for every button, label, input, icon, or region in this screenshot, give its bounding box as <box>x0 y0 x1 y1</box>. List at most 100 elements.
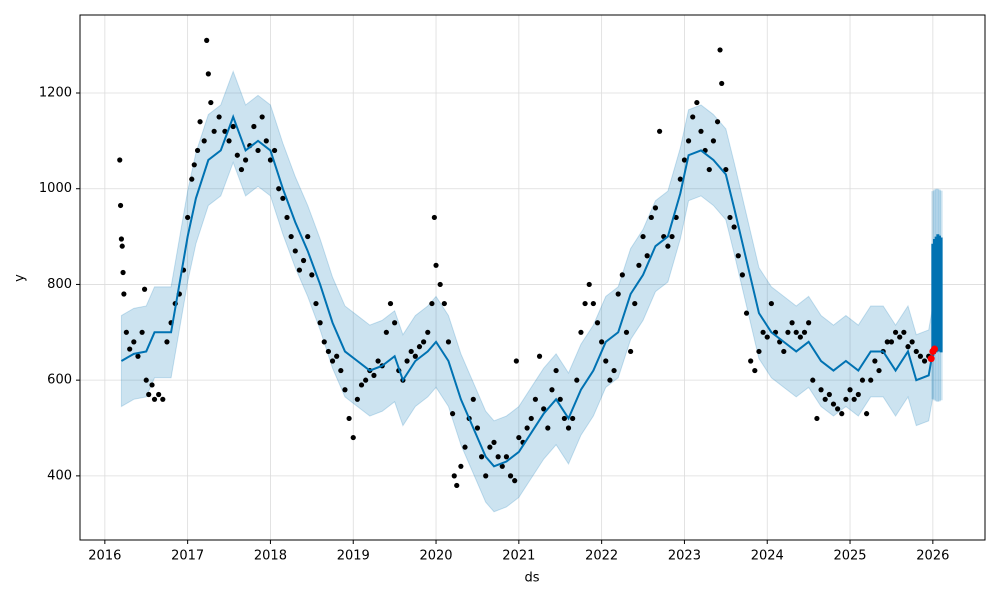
observed-point <box>594 320 601 326</box>
observed-point <box>648 214 654 221</box>
observed-point <box>160 396 166 402</box>
observed-point <box>276 186 282 192</box>
observed-point <box>296 267 303 273</box>
observed-point <box>404 358 410 364</box>
observed-point <box>350 434 356 441</box>
observed-point <box>814 415 820 422</box>
observed-point <box>590 300 596 307</box>
observed-point <box>561 415 567 422</box>
observed-point <box>135 353 141 359</box>
observed-point <box>458 463 464 469</box>
observed-point <box>408 348 414 355</box>
observed-point <box>118 236 124 242</box>
observed-point <box>513 358 519 364</box>
observed-point <box>835 406 841 412</box>
observed-point <box>607 377 613 383</box>
observed-point <box>681 157 688 163</box>
observed-point <box>541 406 547 412</box>
x-tick-label: 2018 <box>254 549 287 564</box>
observed-point <box>208 99 214 106</box>
uncertainty-band <box>120 70 934 513</box>
observed-point <box>723 166 729 173</box>
observed-point <box>146 391 152 398</box>
observed-point <box>392 320 398 326</box>
observed-point <box>454 482 460 489</box>
observed-point <box>801 329 808 335</box>
observed-point <box>346 415 352 422</box>
observed-point <box>669 233 675 240</box>
observed-point <box>901 329 907 335</box>
observed-point <box>921 358 928 364</box>
observed-point <box>905 344 911 350</box>
x-tick-label: 2020 <box>419 549 452 564</box>
observed-point <box>574 377 580 383</box>
observed-point <box>830 401 837 407</box>
observed-point <box>536 353 543 359</box>
observed-point <box>727 214 733 221</box>
forecast-line <box>120 114 934 468</box>
observed-point <box>677 176 683 182</box>
observed-point <box>516 434 522 441</box>
observed-point <box>719 80 725 87</box>
recent-point <box>930 345 938 353</box>
observed-point <box>706 166 712 173</box>
observed-point <box>143 377 149 383</box>
y-tick-label: 600 <box>47 373 72 388</box>
observed-point <box>197 119 203 125</box>
observed-point <box>528 415 534 422</box>
observed-point <box>470 396 476 402</box>
x-tick-label: 2016 <box>88 549 121 564</box>
observed-point <box>433 262 439 268</box>
observed-point <box>255 147 261 154</box>
observed-point <box>698 128 704 134</box>
observed-point <box>628 348 634 355</box>
observed-point <box>884 339 890 345</box>
observed-point <box>329 358 336 364</box>
plot-frame <box>79 14 986 541</box>
observed-point <box>863 411 870 417</box>
observed-point <box>234 152 240 158</box>
observed-point <box>483 473 489 479</box>
observed-point <box>139 329 145 335</box>
observed-point <box>478 454 485 460</box>
observed-point <box>271 147 278 154</box>
observed-point <box>242 157 249 163</box>
observed-point <box>810 377 816 383</box>
observed-point <box>201 138 207 144</box>
y-axis-label: y <box>13 274 28 282</box>
observed-point <box>325 348 331 355</box>
observed-point <box>305 233 311 240</box>
observed-point <box>851 396 857 402</box>
observed-point <box>570 415 576 422</box>
observed-point <box>717 47 723 53</box>
observed-point <box>429 300 435 307</box>
observed-point <box>375 358 381 364</box>
x-tick-label: 2017 <box>171 549 204 564</box>
observed-point <box>321 339 327 345</box>
observed-point <box>843 396 849 402</box>
observed-point <box>855 391 861 398</box>
observed-point <box>640 233 646 240</box>
x-tick-label: 2024 <box>751 549 784 564</box>
y-tick-label: 400 <box>47 468 72 483</box>
observed-point <box>694 99 700 106</box>
observed-point <box>383 329 389 335</box>
observed-point <box>623 329 630 335</box>
observed-point <box>652 205 659 211</box>
observed-point <box>764 334 770 340</box>
observed-point <box>194 147 201 154</box>
observed-point <box>437 281 443 288</box>
observed-point <box>267 157 274 163</box>
observed-point <box>338 367 344 374</box>
observed-point <box>363 377 369 383</box>
observed-point <box>665 243 671 249</box>
x-tick-label: 2019 <box>337 549 370 564</box>
observed-point <box>216 114 222 120</box>
observed-point <box>131 339 137 345</box>
observed-point <box>582 300 588 307</box>
observed-point <box>425 329 431 335</box>
observed-point <box>532 396 538 402</box>
observed-point <box>868 377 874 383</box>
observed-point <box>211 128 217 134</box>
